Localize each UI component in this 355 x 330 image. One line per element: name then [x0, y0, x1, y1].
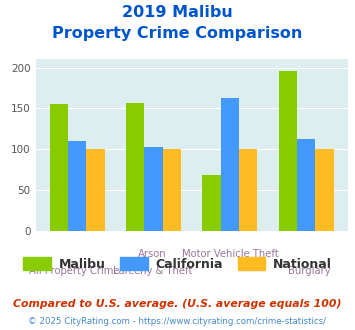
Text: All Property Crime: All Property Crime	[29, 266, 120, 276]
Bar	[221, 98, 239, 231]
Bar	[202, 176, 221, 231]
Legend: Malibu, California, National: Malibu, California, National	[18, 252, 337, 276]
Text: 2019 Malibu: 2019 Malibu	[122, 5, 233, 20]
Bar	[86, 149, 105, 231]
Text: Compared to U.S. average. (U.S. average equals 100): Compared to U.S. average. (U.S. average …	[13, 299, 342, 309]
Bar	[279, 71, 297, 231]
Bar	[297, 139, 315, 231]
Bar	[315, 149, 334, 231]
Text: Burglary: Burglary	[288, 266, 330, 276]
Bar	[126, 103, 144, 231]
Bar	[50, 104, 68, 231]
Text: Property Crime Comparison: Property Crime Comparison	[52, 26, 303, 41]
Bar	[144, 147, 163, 231]
Text: Larceny & Theft: Larceny & Theft	[113, 266, 192, 276]
Bar	[68, 141, 86, 231]
Text: Motor Vehicle Theft: Motor Vehicle Theft	[182, 249, 279, 259]
Bar	[239, 149, 257, 231]
Text: Arson: Arson	[138, 249, 167, 259]
Bar	[163, 149, 181, 231]
Text: © 2025 CityRating.com - https://www.cityrating.com/crime-statistics/: © 2025 CityRating.com - https://www.city…	[28, 317, 327, 326]
